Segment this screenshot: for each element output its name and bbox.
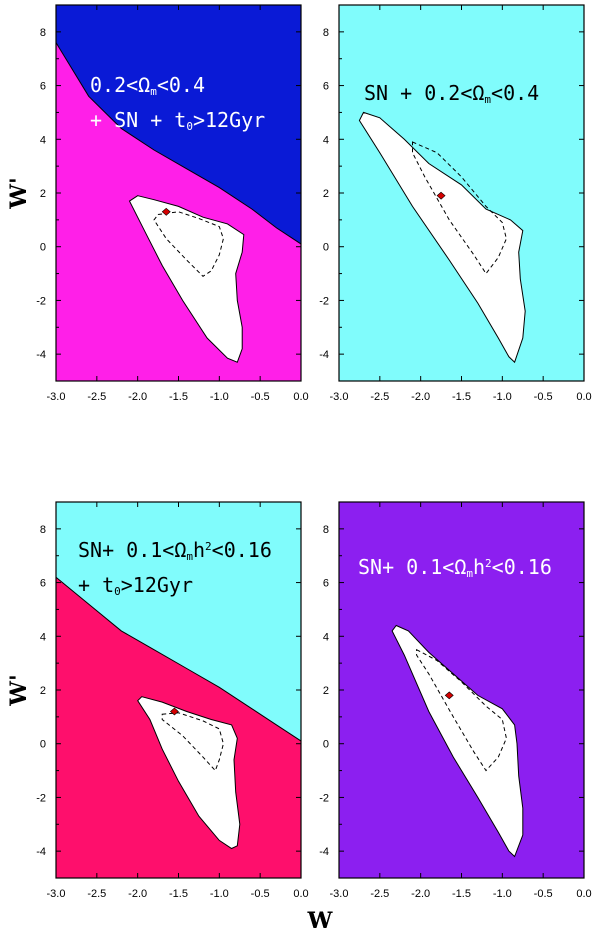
x-tick-label: 0.0	[293, 888, 308, 900]
panel-bottom-left: -3.0 -2.5 -2.0 -1.5 -1.0 -0.5 0.0 -4 -2 0 2 4 6 8 W' W S…	[6, 501, 333, 934]
contour-outer	[137, 696, 241, 850]
x-tick-label: -1.5	[169, 888, 188, 900]
x-tick-label: -2.0	[128, 888, 147, 900]
x-tick-label: -0.5	[534, 888, 553, 900]
y-tick-label: 2	[323, 188, 329, 200]
panel-annotation: SN+ 0.1<Ωmh2<0.16	[358, 555, 552, 580]
y-tick-label: -2	[36, 295, 46, 307]
x-tick-label: -3.0	[330, 391, 349, 403]
x-tick-label: -2.5	[87, 391, 106, 403]
x-tick-label: 0.0	[576, 391, 591, 403]
panel-annotation: 0.2<Ωm<0.4	[90, 73, 205, 98]
y-tick-label: 0	[40, 242, 46, 254]
y-tick-label: 4	[40, 631, 46, 643]
panel-annotation: SN + 0.2<Ωm<0.4	[364, 81, 539, 106]
x-tick-label: -2.0	[411, 391, 430, 403]
x-tick-label: -2.0	[128, 391, 147, 403]
contour-inner	[161, 712, 224, 772]
y-tick-label: 6	[40, 578, 46, 590]
y-tick-label: 4	[40, 134, 46, 146]
x-tick-label: -2.5	[370, 888, 389, 900]
y-tick-label: 2	[323, 685, 329, 697]
y-tick-label: 2	[40, 188, 46, 200]
excluded-region	[56, 502, 301, 742]
contour-outer	[128, 195, 245, 363]
y-tick-label: 4	[323, 631, 329, 643]
y-tick-label: 4	[323, 134, 329, 146]
contour-inner	[416, 648, 507, 772]
y-tick-label: -4	[319, 349, 329, 361]
x-tick-label: -1.5	[169, 391, 188, 403]
panel-annotation: + t0>12Gyr	[78, 573, 193, 598]
y-axis-label: W'	[6, 674, 32, 706]
x-tick-label: -2.0	[411, 888, 430, 900]
contour-outer	[391, 624, 524, 858]
y-tick-label: 2	[40, 685, 46, 697]
y-tick-label: 8	[40, 524, 46, 536]
x-tick-label: -1.5	[452, 888, 471, 900]
best-fit-point	[436, 191, 446, 200]
best-fit-point	[444, 691, 454, 700]
y-tick-label: -4	[36, 349, 46, 361]
x-tick-label: -2.5	[87, 888, 106, 900]
y-tick-label: 8	[40, 27, 46, 39]
y-tick-label: 8	[323, 27, 329, 39]
y-tick-label: 0	[40, 739, 46, 751]
panel-top-left: -3.0 -2.5 -2.0 -1.5 -1.0 -0.5 0.0 -4 -2 0 2 4 6 8 W' 0.…	[6, 4, 309, 403]
y-tick-label: 6	[40, 81, 46, 93]
x-tick-label: -1.0	[210, 391, 229, 403]
x-tick-label: -3.0	[330, 888, 349, 900]
x-tick-label: 0.0	[576, 888, 591, 900]
y-tick-label: 0	[323, 739, 329, 751]
x-tick-label: -1.0	[493, 391, 512, 403]
y-tick-label: -4	[36, 846, 46, 858]
x-tick-label: -1.0	[210, 888, 229, 900]
x-tick-label: -0.5	[251, 391, 270, 403]
panel-bottom-right: -3.0 -2.5 -2.0 -1.5 -1.0 -0.5 0.0 -4 -2 0 2 4 6 8 W SN+…	[307, 501, 592, 934]
x-axis-label: W	[307, 908, 333, 934]
y-tick-label: 0	[323, 242, 329, 254]
panel-top-right: -3.0 -2.5 -2.0 -1.5 -1.0 -0.5 0.0 -4 -2 0 2 4 6 8 SN +…	[319, 4, 592, 403]
x-tick-label: -2.5	[370, 391, 389, 403]
best-fit-point	[161, 207, 171, 216]
y-tick-label: -4	[319, 846, 329, 858]
y-axis-label: W'	[6, 177, 32, 209]
excluded-region	[56, 5, 301, 245]
panel-annotation: + SN + t0>12Gyr	[90, 108, 265, 133]
y-tick-label: 6	[323, 578, 329, 590]
x-tick-label: -1.5	[452, 391, 471, 403]
y-tick-label: -2	[319, 295, 329, 307]
contour-outer	[358, 111, 526, 364]
y-tick-label: -2	[36, 792, 46, 804]
y-tick-label: 6	[323, 81, 329, 93]
best-fit-point	[169, 707, 179, 716]
x-tick-label: 0.0	[293, 391, 308, 403]
plot-area	[339, 5, 584, 381]
contour-inner	[412, 141, 507, 275]
plot-area	[56, 502, 301, 878]
x-axis-label: W	[307, 908, 333, 934]
panel-annotation: SN+ 0.1<Ωmh2<0.16	[78, 538, 272, 563]
plot-area	[339, 502, 584, 878]
x-tick-label: -3.0	[47, 391, 66, 403]
x-tick-label: -0.5	[251, 888, 270, 900]
x-tick-label: -0.5	[534, 391, 553, 403]
contour-inner	[153, 211, 224, 277]
plot-area	[56, 5, 301, 381]
y-tick-label: -2	[319, 792, 329, 804]
x-tick-label: -1.0	[493, 888, 512, 900]
x-tick-label: -3.0	[47, 888, 66, 900]
y-tick-label: 8	[323, 524, 329, 536]
